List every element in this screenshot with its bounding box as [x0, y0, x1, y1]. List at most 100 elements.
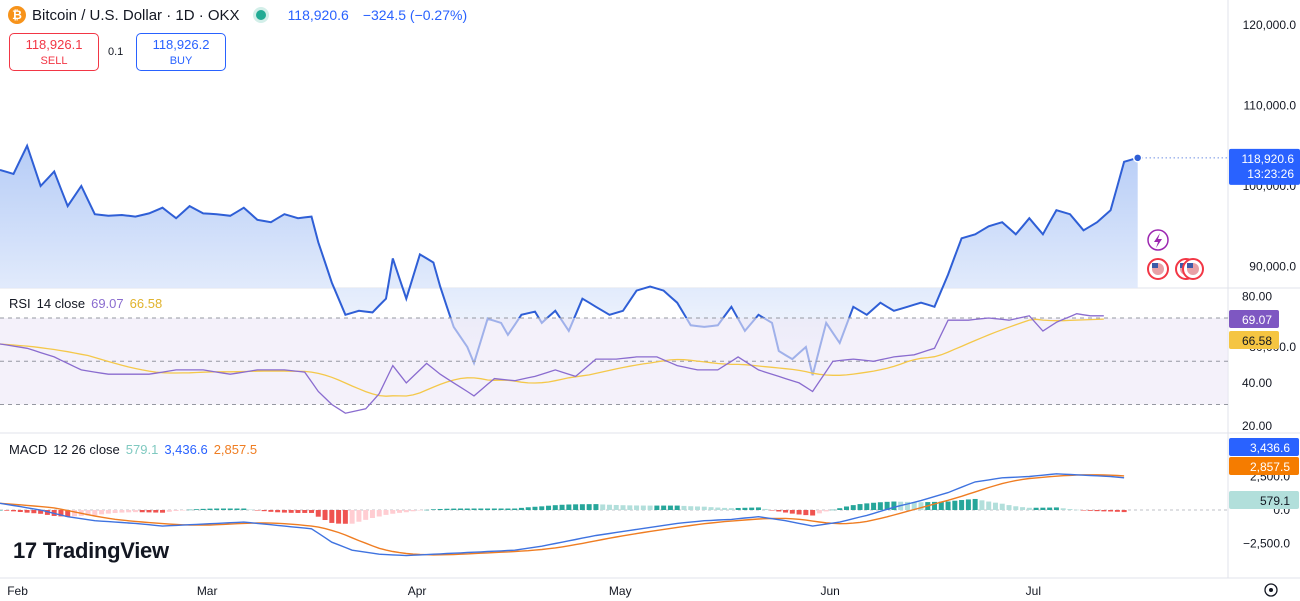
price-change: −324.5 (−0.27%) — [362, 7, 468, 23]
rsi-badge-text: 69.07 — [1242, 313, 1272, 327]
rsi-legend[interactable]: RSI 14 close 69.07 66.58 — [9, 296, 162, 311]
macd-histogram-bar — [268, 510, 274, 512]
macd-histogram-bar — [634, 505, 640, 510]
macd-histogram-bar — [532, 506, 538, 510]
macd-histogram-bar — [1094, 510, 1100, 512]
last-price-dot — [1132, 153, 1143, 163]
macd-histogram-bar — [871, 502, 877, 510]
macd-histogram-bar — [979, 500, 985, 510]
macd-histogram-bar — [681, 505, 687, 510]
macd-histogram-bar — [1067, 509, 1073, 510]
macd-histogram-bar — [302, 510, 308, 513]
macd-histogram-bar — [160, 510, 166, 513]
macd-histogram-bar — [911, 502, 917, 510]
macd-histogram-bar — [674, 505, 680, 510]
macd-histogram-bar — [1087, 510, 1093, 511]
macd-histogram-bar — [877, 502, 883, 510]
macd-histogram-bar — [1006, 505, 1012, 510]
macd-histogram-bar — [518, 507, 524, 510]
macd-histogram-bar — [600, 504, 606, 510]
macd-histogram-bar — [539, 506, 545, 510]
tradingview-logo[interactable]: 17 TradingView — [13, 538, 169, 564]
macd-histogram-bar — [505, 508, 511, 510]
rsi-tick-label: 20.00 — [1242, 419, 1272, 433]
macd-histogram-bar — [762, 508, 768, 510]
macd-histogram-bar — [972, 498, 978, 510]
last-price: 118,920.6 — [287, 7, 349, 23]
price-badge — [1229, 148, 1300, 185]
rsi-params: 14 close — [36, 296, 86, 311]
macd-histogram-bar — [667, 505, 673, 510]
chart-header: ₿ Bitcoin / U.S. Dollar · 1D · OKX 118,9… — [8, 5, 467, 25]
macd-histogram-bar — [220, 508, 226, 510]
macd-histogram-bar — [315, 510, 321, 517]
macd-histogram-bar — [227, 508, 233, 510]
macd-histogram-bar — [1121, 510, 1127, 513]
price-tick-label: 90,000.0 — [1249, 260, 1296, 274]
macd-histogram-bar — [417, 510, 423, 511]
macd-histogram-bar — [410, 510, 416, 512]
macd-tick-label: −2,500.0 — [1243, 537, 1290, 551]
macd-histogram-bar — [403, 510, 409, 513]
macd-histogram-bar — [735, 507, 741, 510]
macd-histogram-bar — [383, 510, 389, 515]
macd-histogram-bar — [342, 510, 348, 524]
macd-histogram-bar — [363, 510, 369, 520]
macd-histogram-bar — [695, 506, 701, 510]
macd-histogram-bar — [796, 510, 802, 515]
macd-histogram-bar — [843, 506, 849, 510]
macd-histogram-bar — [234, 508, 240, 510]
macd-histogram-bar — [749, 507, 755, 510]
macd-histogram-bar — [390, 510, 396, 514]
macd-histogram-bar — [1114, 510, 1120, 512]
macd-line-value: 3,436.6 — [164, 442, 208, 457]
tradingview-logo-text: TradingView — [42, 538, 169, 563]
macd-histogram-bar — [0, 510, 3, 511]
spread-value: 0.1 — [108, 46, 124, 58]
macd-histogram-bar — [1081, 510, 1087, 511]
macd-histogram-bar — [356, 510, 362, 522]
macd-histogram-bar — [424, 509, 430, 511]
macd-histogram-bar — [336, 510, 342, 524]
macd-histogram-bar — [715, 507, 721, 510]
macd-legend[interactable]: MACD 12 26 close 579.1 3,436.6 2,857.5 — [9, 442, 257, 457]
buy-button[interactable]: 118,926.2 BUY — [136, 33, 226, 71]
rsi-band-fill — [0, 318, 1228, 405]
macd-histogram-bar — [864, 503, 870, 510]
macd-histogram-bar — [606, 504, 612, 510]
symbol-title[interactable]: Bitcoin / U.S. Dollar · 1D · OKX — [32, 6, 240, 24]
macd-histogram-bar — [24, 510, 30, 513]
rsi-ma-value: 66.58 — [129, 296, 163, 311]
rsi-value-badge — [1229, 310, 1279, 328]
macd-line — [0, 473, 1125, 557]
macd-histogram-bar — [1026, 507, 1032, 510]
macd-histogram-bar — [661, 505, 667, 510]
macd-histogram-bar — [823, 510, 829, 512]
time-axis-label: Feb — [7, 584, 28, 598]
macd-histogram-bar — [126, 510, 132, 513]
macd-histogram-bar — [444, 508, 450, 510]
macd-histogram-bar — [776, 510, 782, 512]
macd-histogram-bar — [579, 504, 585, 510]
macd-histogram-bar — [498, 508, 504, 510]
macd-histogram-bar — [613, 504, 619, 510]
macd-histogram-bar — [322, 510, 328, 521]
macd-histogram-bar — [999, 503, 1005, 510]
macd-value-badge — [1229, 491, 1299, 509]
macd-histogram-bar — [11, 510, 17, 512]
macd-histogram-bar — [207, 508, 213, 510]
sell-price: 118,926.1 — [25, 37, 83, 52]
rsi-tick-label: 80.00 — [1242, 289, 1272, 303]
macd-histogram-bar — [281, 510, 287, 513]
sell-button[interactable]: 118,926.1 SELL — [9, 33, 99, 71]
macd-histogram-bar — [261, 510, 267, 512]
macd-histogram-bar — [627, 505, 633, 510]
macd-histogram-bar — [17, 510, 23, 512]
macd-histogram-bar — [728, 508, 734, 510]
macd-histogram-bar — [1013, 506, 1019, 510]
macd-histogram-bar — [153, 510, 159, 513]
macd-histogram-bar — [58, 510, 64, 517]
macd-badge-text: 579.1 — [1260, 494, 1290, 508]
macd-histogram-bar — [193, 509, 199, 510]
